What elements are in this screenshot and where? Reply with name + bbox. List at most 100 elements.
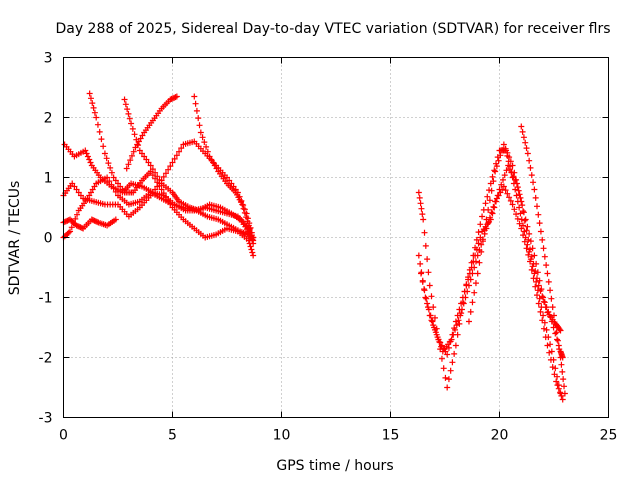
data-point [476,259,483,266]
data-point [485,220,492,227]
data-point [540,312,547,319]
data-point [104,174,111,181]
x-tick-label: 5 [168,428,177,444]
data-point [90,104,97,111]
data-point [559,368,566,375]
data-point [433,331,440,338]
data-point [556,346,563,353]
data-point [499,146,506,153]
data-point [422,242,429,249]
data-point [518,198,525,205]
data-point [485,206,492,213]
data-point [203,143,210,150]
data-point [519,128,526,135]
data-point [193,107,200,114]
data-point [465,318,472,325]
data-point [536,220,543,227]
data-point [417,200,424,207]
data-point [561,383,568,390]
axis-ticks: 0 5 10 15 20 25 -3 -2 -1 0 1 2 3 [39,51,618,444]
data-point [528,172,535,179]
data-point [128,120,135,127]
data-point [121,96,128,103]
data-point [108,169,115,176]
data-point [122,101,129,108]
data-points [60,90,568,403]
data-point [243,214,250,221]
data-point [452,342,459,349]
data-point [424,304,431,311]
data-point [491,167,498,174]
data-point [442,374,449,381]
data-point [506,194,513,201]
data-point [475,240,482,247]
data-point [250,240,257,247]
data-point [67,228,74,235]
data-point [524,223,531,230]
data-point [523,245,530,252]
data-point [456,306,463,313]
data-point [521,217,528,224]
data-point [125,161,132,168]
data-point [472,280,479,287]
data-point [492,168,499,175]
data-point [520,208,527,215]
series-arc-10 [415,183,566,403]
data-point [519,202,526,209]
data-point [542,304,549,311]
data-point [84,153,91,160]
data-point [241,209,248,216]
data-point [490,178,497,185]
data-point [528,266,535,273]
data-point [557,354,564,361]
data-point [191,93,198,100]
data-point [526,157,533,164]
data-point [557,327,564,334]
data-point [552,320,559,327]
data-point [428,293,435,300]
data-point [489,173,496,180]
data-point [444,384,451,391]
data-point [506,154,513,161]
data-point [510,173,517,180]
data-point [158,177,165,184]
data-point [454,312,461,319]
data-point [429,318,436,325]
data-point [554,337,561,344]
data-point [533,278,540,285]
data-point [537,287,544,294]
data-point [501,172,508,179]
data-point [160,190,167,197]
data-point [477,234,484,241]
data-point [532,283,539,290]
data-point [415,189,422,196]
data-point [547,341,554,348]
data-point [248,233,255,240]
data-point [204,148,211,155]
data-point [493,163,500,170]
grid [63,57,609,418]
data-point [507,158,514,165]
data-point [546,349,553,356]
data-point [127,157,134,164]
data-point [549,364,556,371]
y-tick-label: -3 [39,411,53,427]
data-point [555,385,562,392]
data-point [419,278,426,285]
data-point [521,238,528,245]
data-point [540,325,547,332]
data-point [126,115,133,122]
data-point [93,114,100,121]
data-point [162,170,169,177]
data-point [473,236,480,243]
series-arc-2 [86,90,257,259]
data-point [465,276,472,283]
data-point [527,258,534,265]
data-point [548,348,555,355]
data-point [247,243,254,250]
data-point [106,178,113,185]
series-arc-8 [60,216,119,232]
data-point [513,211,520,218]
data-point [459,294,466,301]
data-point [65,229,72,236]
